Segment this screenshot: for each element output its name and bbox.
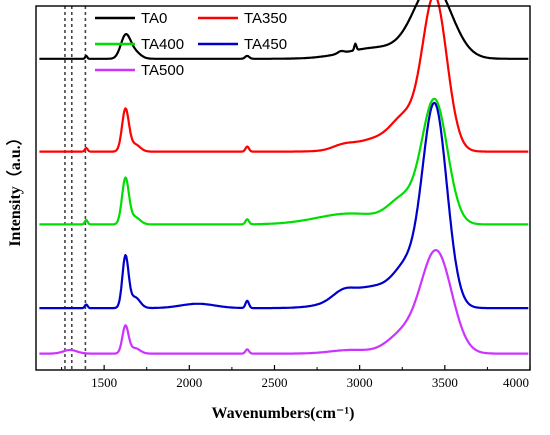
legend-label-ta450: TA450 <box>244 36 287 53</box>
series-line-ta450 <box>39 101 529 310</box>
x-tick-label-1500: 1500 <box>91 375 117 390</box>
legend: TA0 TA350 TA400 TA450 TA500 <box>95 10 287 79</box>
legend-label-ta350: TA350 <box>244 10 287 27</box>
x-tick-label-2000: 2000 <box>176 375 202 390</box>
x-tick-label-2500: 2500 <box>261 375 287 390</box>
plot-frame <box>35 5 531 371</box>
series-layer <box>39 0 529 355</box>
legend-label-ta400: TA400 <box>141 36 184 53</box>
x-tick-label-3000: 3000 <box>347 375 373 390</box>
x-axis-ticks: 1500 2000 2500 3000 3500 4000 <box>61 365 531 390</box>
reference-lines <box>64 6 87 370</box>
x-tick-label-4000: 4000 <box>503 375 529 390</box>
y-axis-label: Intensity（a.u.） <box>6 129 24 246</box>
series-line-ta400 <box>39 97 529 226</box>
legend-label-ta0: TA0 <box>141 10 167 27</box>
series-line-ta350 <box>39 0 529 153</box>
x-tick-label-3500: 3500 <box>432 375 458 390</box>
series-line-ta500 <box>39 249 529 355</box>
x-axis-label: Wavenumbers(cm⁻¹) <box>212 405 355 422</box>
legend-label-ta500: TA500 <box>141 62 184 79</box>
